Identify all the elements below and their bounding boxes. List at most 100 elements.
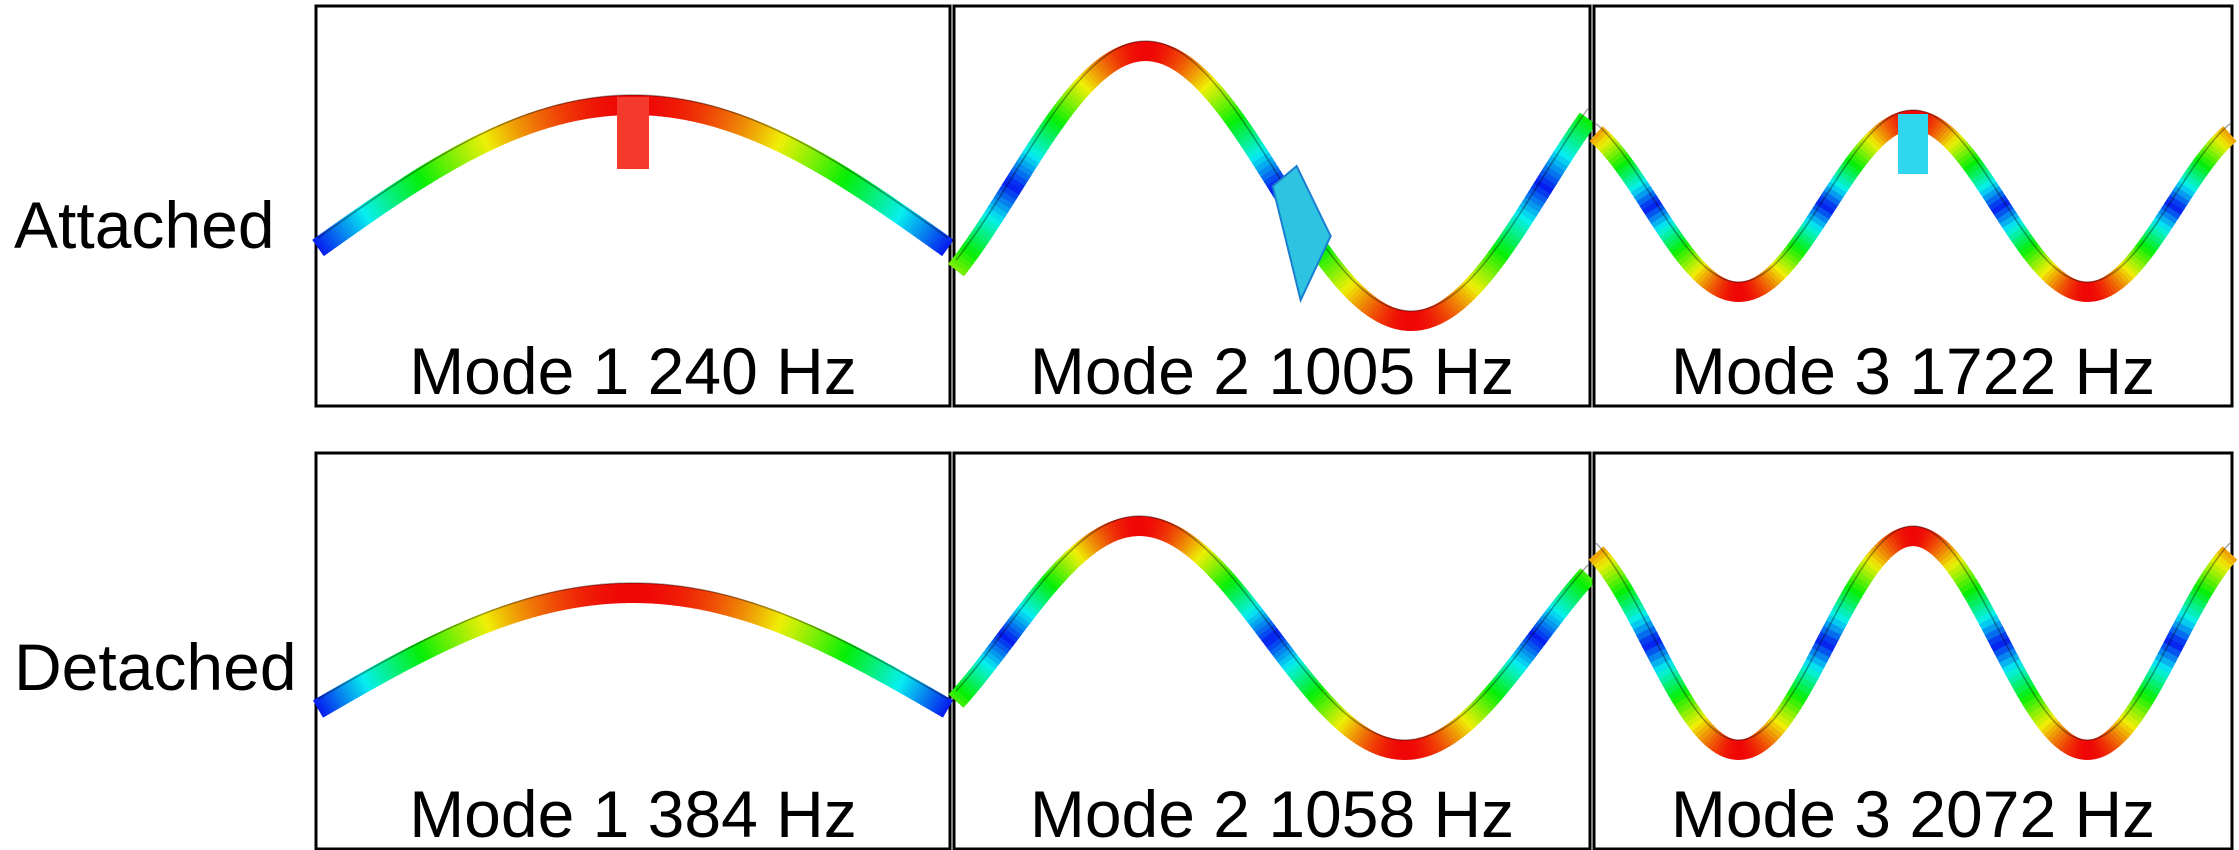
beam-edge [478,615,481,616]
beam-edge [559,104,562,105]
beam-edge [739,599,742,600]
beam-edge [2074,280,2077,281]
figure: Attached Detached Mode 1 240 HzMode 2 10… [0,0,2239,850]
mode-label: Mode 3 2072 Hz [1671,777,2155,850]
beam-edge [1752,279,1755,280]
beam-edge [705,590,708,591]
beam-edge [1125,44,1128,45]
beam-edge [696,589,699,590]
beam-edge [539,595,542,596]
beam-edge [682,99,685,100]
beam-edge [518,601,521,602]
beam-edge [685,100,688,101]
beam-edge [1390,738,1393,739]
beam-edge [765,607,768,608]
beam-edge [553,592,556,593]
beam-edge [2080,739,2083,740]
beam-edge [516,601,519,602]
beam-edge [779,612,782,613]
beam-edge [513,119,516,120]
beam-edge [1427,308,1430,309]
beam-edge [1723,279,1726,280]
beam-edge [1899,112,1902,113]
beam-edge [541,109,544,110]
beam-edge [785,615,788,616]
beam-edge [559,590,562,591]
beam-edge [1726,280,1729,281]
beam-edge [710,105,713,106]
beam-edge [1749,737,1752,738]
beam-edge [1384,737,1387,738]
mode-label: Mode 3 1722 Hz [1671,334,2155,408]
beam-edge [1424,736,1427,737]
beam-edge [544,593,547,594]
beam-edge [750,119,753,120]
beam-edge [699,103,702,104]
beam-edge [1396,309,1399,310]
beam-edge [768,608,771,609]
beam-edge [716,593,719,594]
beam-edge [527,113,530,114]
beam-edge [507,604,510,605]
beam-edge [1163,44,1166,45]
beam-edge [1416,739,1419,740]
beam-edge [730,596,733,597]
beam-edge [716,107,719,108]
beam-edge [1746,738,1749,739]
beam-edge [1154,518,1157,519]
beam-edge [1390,307,1393,308]
beam-edge [487,611,490,612]
beam-edge [742,600,745,601]
beam-edge [1749,280,1752,281]
beam-edge [756,604,759,605]
beam-edge [521,116,524,117]
beam-edge [1131,42,1134,43]
beam-edge [567,102,570,103]
beam-edge [576,100,579,101]
beam-edge [539,110,542,111]
beam-edge [544,108,547,109]
mode-label: Mode 2 1005 Hz [1030,334,1514,408]
attached-mass [1898,114,1928,174]
beam-edge [702,103,705,104]
beam-edge [2095,738,2098,739]
beam-edge [1421,737,1424,738]
mode-panel: Mode 3 2072 Hz [1594,453,2232,850]
beam-edge [501,606,504,607]
beam-edge [1157,518,1160,519]
beam-edge [750,602,753,603]
beam-edge [1393,308,1396,309]
mode-panel: Mode 2 1058 Hz [954,453,1590,850]
page: Attached Detached Mode 1 240 HzMode 2 10… [0,0,2239,850]
beam-edge [713,106,716,107]
beam-edge [564,589,567,590]
beam-edge [719,108,722,109]
beam-edge [713,592,716,593]
beam-edge [1381,736,1384,737]
beam-edge [702,590,705,591]
beam-edge [536,111,539,112]
beam-edge [1117,519,1120,520]
beam-edge [1901,527,1904,528]
beam-edge [524,599,527,600]
row-label: Attached [14,188,275,262]
beam-edge [1419,738,1422,739]
beam-edge [553,105,556,106]
mode-panel: Mode 1 384 Hz [316,453,950,850]
beam-edge [533,596,536,597]
beam-edge [2100,279,2103,280]
beam-segment [2227,553,2230,556]
beam-edge [687,100,690,101]
beam-edge [722,594,725,595]
beam-edge [1154,42,1157,43]
beam-edge [782,614,785,615]
beam-edge [1731,739,1734,740]
beam-edge [516,118,519,119]
beam-edge [567,589,570,590]
beam-edge [725,595,728,596]
beam-edge [1387,738,1390,739]
beam-edge [725,110,728,111]
beam-edge [484,612,487,613]
beam-edge [1421,309,1424,310]
beam-edge [748,118,751,119]
